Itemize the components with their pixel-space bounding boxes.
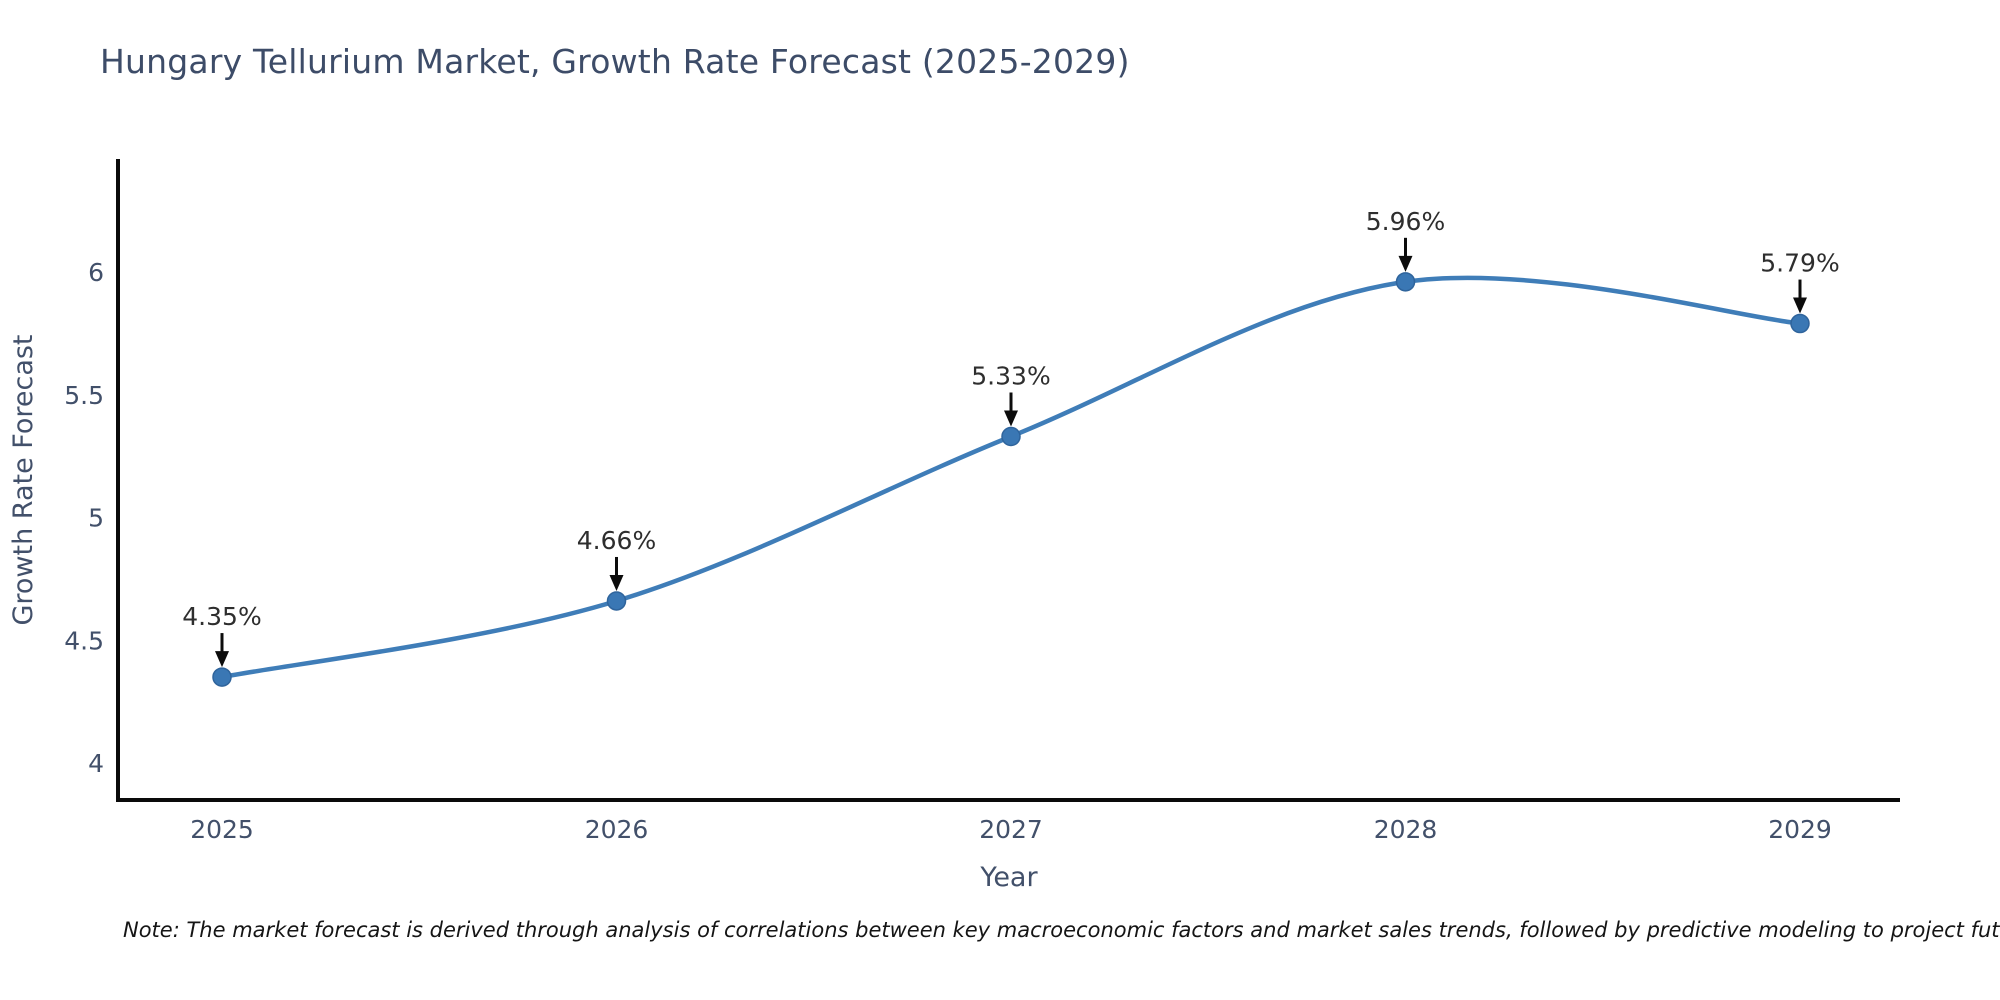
x-tick-label: 2026 bbox=[585, 815, 649, 844]
y-axis-title: Growth Rate Forecast bbox=[8, 334, 39, 625]
data-point-marker bbox=[606, 591, 627, 611]
data-point-marker bbox=[212, 667, 232, 687]
x-tick-label: 2027 bbox=[979, 815, 1043, 844]
data-point-marker bbox=[1790, 313, 1810, 334]
y-tick-label: 4 bbox=[88, 749, 104, 778]
annotation-arrow-icon bbox=[215, 651, 229, 668]
annotations: 4.35% 4.66% 5.33% 5.96% 5.79% bbox=[182, 207, 1840, 668]
data-point-marker bbox=[1001, 426, 1021, 447]
x-tick-label: 2025 bbox=[190, 815, 254, 844]
annotation-arrow-icon bbox=[1793, 297, 1807, 314]
y-tick-label: 4.5 bbox=[64, 626, 104, 655]
data-series bbox=[212, 272, 1810, 687]
y-tick-label: 5 bbox=[88, 504, 104, 533]
point-value-label: 4.35% bbox=[182, 602, 261, 631]
annotation-arrow-icon bbox=[1004, 410, 1018, 427]
x-tick-label: 2028 bbox=[1374, 815, 1438, 844]
tick-labels: 4 4.5 5 5.5 6 2025 2026 2027 2028 2029 bbox=[64, 258, 1832, 844]
x-axis-title: Year bbox=[979, 862, 1038, 893]
axes bbox=[116, 159, 1900, 802]
annotation-arrow-icon bbox=[1398, 255, 1413, 272]
point-value-label: 5.79% bbox=[1760, 249, 1839, 278]
point-value-label: 5.96% bbox=[1366, 207, 1445, 236]
data-point-marker bbox=[1395, 272, 1416, 292]
y-tick-label: 6 bbox=[88, 258, 104, 287]
footnote: Note: The market forecast is derived thr… bbox=[123, 918, 2000, 942]
x-tick-label: 2029 bbox=[1768, 815, 1832, 844]
trend-line bbox=[219, 275, 1803, 680]
chart-title: Hungary Tellurium Market, Growth Rate Fo… bbox=[100, 42, 1130, 81]
point-value-label: 4.66% bbox=[577, 526, 656, 555]
annotation-arrow-icon bbox=[609, 574, 624, 591]
y-tick-label: 5.5 bbox=[64, 381, 104, 410]
point-value-label: 5.33% bbox=[971, 361, 1050, 390]
